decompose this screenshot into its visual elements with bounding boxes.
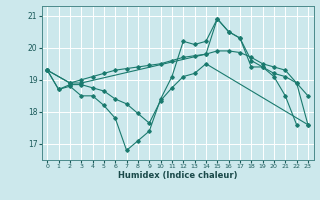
X-axis label: Humidex (Indice chaleur): Humidex (Indice chaleur) bbox=[118, 171, 237, 180]
